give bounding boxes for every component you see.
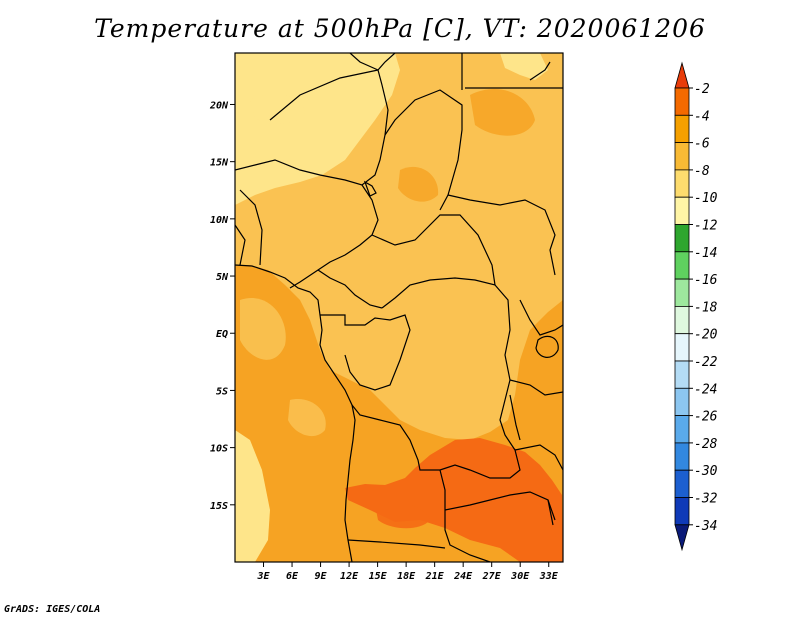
lon-tick-label: 21E bbox=[425, 571, 445, 582]
lat-tick-label: 20N bbox=[209, 100, 229, 111]
colorbar-label: -4 bbox=[694, 109, 710, 124]
boundary-east-2 bbox=[509, 379, 563, 396]
boundary-nigeria-east bbox=[289, 184, 379, 289]
boundary-north-west bbox=[239, 189, 263, 266]
lat-tick-label: EQ bbox=[216, 329, 228, 340]
temperature-map bbox=[235, 53, 563, 562]
lon-tick-label: 3E bbox=[256, 571, 270, 582]
lat-tick-label: 5S bbox=[216, 386, 228, 397]
colorbar-label: -24 bbox=[694, 382, 717, 397]
field-patch-3 bbox=[470, 89, 535, 136]
colorbar-swatch bbox=[674, 169, 690, 198]
lake-victoria bbox=[535, 335, 559, 358]
colorbar-label: -30 bbox=[694, 464, 718, 479]
colorbar-swatch bbox=[674, 87, 690, 116]
lat-tick-label: 5N bbox=[216, 272, 229, 283]
colorbar-label: -14 bbox=[694, 246, 717, 261]
field-band-minus10-to-minus8-east bbox=[500, 53, 548, 80]
field-band-minus10-to-minus8-west bbox=[235, 430, 270, 562]
field-patch-2 bbox=[250, 93, 305, 124]
boundary-cameroon bbox=[317, 269, 383, 309]
lat-tick-label: 10N bbox=[210, 215, 229, 226]
colorbar-label: -10 bbox=[694, 191, 718, 206]
colorbar-label: -32 bbox=[694, 492, 718, 507]
lat-tick-label: 10S bbox=[210, 444, 228, 455]
colorbar-label: -28 bbox=[694, 437, 718, 452]
coastline-west bbox=[235, 264, 356, 562]
colorbar-swatch bbox=[674, 251, 690, 280]
country-boundaries bbox=[235, 53, 563, 562]
colorbar-swatch bbox=[674, 305, 690, 335]
colorbar-swatch bbox=[674, 497, 690, 526]
map-title: Temperature at 500hPa [C], VT: 202006120… bbox=[94, 14, 706, 43]
latitude-axis: 20N 15N 10N 5N EQ 5S 10S 15S bbox=[209, 100, 235, 512]
lon-tick-label: 30E bbox=[510, 571, 530, 582]
boundary-gabon-congo bbox=[320, 314, 411, 391]
boundary-mali-niger bbox=[235, 53, 396, 186]
colorbar-top-arrow bbox=[674, 61, 690, 89]
boundary-angola-zambia bbox=[439, 469, 491, 562]
colorbar-label: -16 bbox=[694, 273, 718, 288]
colorbar-label: -12 bbox=[694, 219, 718, 234]
colorbar-swatch bbox=[674, 142, 690, 171]
boundary-drc-east bbox=[351, 284, 521, 479]
colorbar-swatch bbox=[674, 278, 690, 307]
colorbar-swatch bbox=[674, 333, 690, 362]
lake-tanganyika bbox=[509, 394, 521, 441]
colorbar-label: -26 bbox=[694, 410, 718, 425]
lake-malawi bbox=[547, 499, 554, 526]
lon-tick-label: 18E bbox=[397, 571, 416, 582]
colorbar-label: -6 bbox=[694, 137, 710, 152]
colorbar-swatch bbox=[674, 415, 690, 444]
field-band-minus10-to-minus8 bbox=[235, 53, 400, 205]
colorbar-bottom-arrow bbox=[674, 524, 690, 552]
colorbar-label: -20 bbox=[694, 328, 718, 343]
lat-tick-label: 15N bbox=[210, 158, 229, 169]
colorbar-swatch bbox=[674, 114, 690, 144]
boundary-north-east bbox=[529, 61, 551, 81]
lon-tick-label: 15E bbox=[369, 571, 388, 582]
colorbar-label: -34 bbox=[694, 519, 717, 534]
lon-tick-label: 9E bbox=[315, 571, 328, 582]
boundary-north-1 bbox=[269, 69, 379, 121]
colorbar-swatch bbox=[674, 224, 690, 253]
longitude-axis: 3E 6E 9E 12E 15E 18E 21E 24E 27E 30E 33E bbox=[256, 562, 559, 582]
lon-tick-label: 6E bbox=[286, 571, 299, 582]
boundary-north-2 bbox=[349, 53, 379, 71]
lon-tick-label: 24E bbox=[453, 571, 473, 582]
colorbar-label: -22 bbox=[694, 355, 718, 370]
lon-tick-label: 27E bbox=[482, 571, 502, 582]
colorbar: -2 -4 -6 -8 -10 -12 -14 -16 -18 -20 -22 -24 -26 -28 -3… bbox=[674, 61, 718, 552]
field-patch-1 bbox=[240, 298, 286, 360]
lon-tick-label: 12E bbox=[340, 571, 359, 582]
colorbar-swatch bbox=[674, 196, 690, 225]
boundary-car bbox=[371, 214, 496, 309]
lon-tick-label: 33E bbox=[539, 571, 559, 582]
colorbar-label: -8 bbox=[694, 164, 710, 179]
colorbar-label: -18 bbox=[694, 300, 718, 315]
lake-chad bbox=[363, 180, 377, 197]
field-patch-4 bbox=[398, 166, 439, 202]
colorbar-swatch bbox=[674, 360, 690, 389]
boundary-sudan-south bbox=[447, 194, 556, 276]
boundary-chad-west bbox=[384, 89, 463, 211]
boundary-namibia bbox=[347, 539, 446, 549]
field-patch-warm-1 bbox=[375, 502, 430, 529]
colorbar-swatch bbox=[674, 469, 690, 498]
colorbar-swatch bbox=[674, 387, 690, 416]
colorbar-swatch bbox=[674, 442, 690, 471]
boundary-west-small bbox=[235, 224, 246, 266]
lat-tick-label: 15S bbox=[210, 501, 228, 512]
field-patch-5 bbox=[288, 399, 326, 437]
grads-credit: GrADS: IGES/COLA bbox=[4, 604, 101, 615]
colorbar-label: -2 bbox=[694, 82, 710, 97]
field-band-minus4-to-minus2 bbox=[345, 438, 563, 562]
boundary-east-3 bbox=[514, 444, 563, 471]
boundary-east-1 bbox=[519, 299, 563, 336]
map-frame bbox=[234, 52, 564, 563]
